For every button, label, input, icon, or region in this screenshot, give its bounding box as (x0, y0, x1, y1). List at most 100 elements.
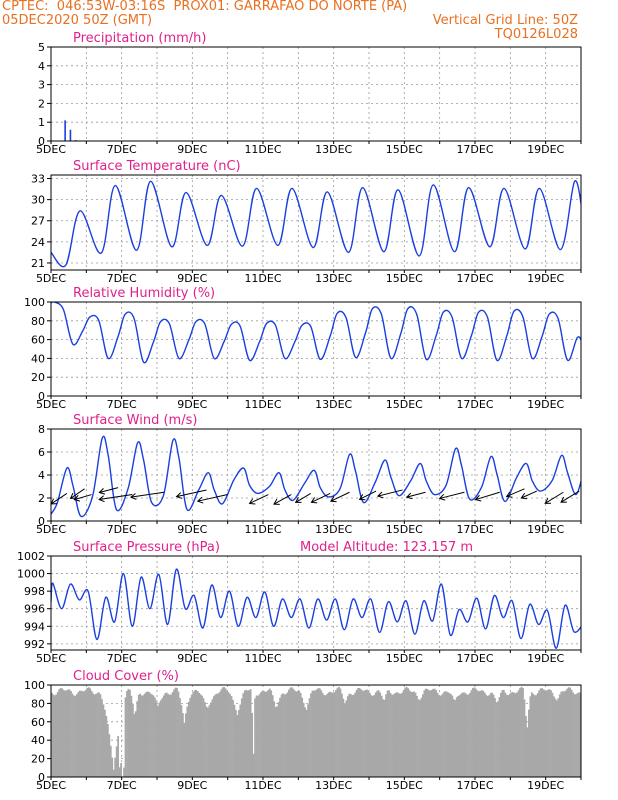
frame-0 (50, 46, 582, 142)
cloud-bar-33 (99, 694, 102, 777)
cloud-bar-153 (276, 706, 279, 777)
wind-arrow-19 (520, 490, 538, 500)
grid-1 (51, 175, 581, 270)
cloud-bar-4 (56, 691, 59, 777)
cloud-bar-321 (523, 699, 526, 777)
cloud-bar-150 (271, 695, 274, 777)
cloud-bar-200 (345, 700, 348, 777)
ytick-label-5-5: 100 (24, 679, 45, 692)
cloud-bar-127 (237, 710, 240, 777)
cloud-bar-279 (461, 692, 464, 777)
cloud-bar-82 (171, 692, 174, 777)
ytick-label-4-0: 992 (24, 638, 45, 651)
cloud-bar-75 (161, 698, 164, 777)
cloud-bar-250 (419, 700, 421, 777)
cloud-bar-237 (399, 693, 402, 777)
ytick-label-4-1: 994 (24, 620, 45, 633)
cloud-bar-222 (377, 690, 380, 777)
cloud-bar-39 (108, 734, 111, 777)
xtick-label-2-5: 15DEC (386, 398, 423, 411)
cloud-bar-129 (240, 698, 243, 777)
cloud-bar-99 (196, 690, 199, 777)
cloud-bar-133 (246, 690, 249, 777)
cloud-bar-95 (190, 694, 193, 777)
cloud-bar-72 (157, 706, 159, 777)
cloud-bar-293 (482, 690, 485, 777)
cloud-bar-97 (193, 690, 196, 777)
cloud-bar-224 (380, 695, 383, 777)
cloud-bar-278 (460, 693, 463, 777)
cloud-bar-124 (233, 704, 236, 777)
cloud-bar-84 (174, 687, 177, 777)
ytick-label-2-4: 80 (31, 315, 45, 328)
cloud-bar-137 (252, 753, 255, 777)
cloud-bar-183 (320, 690, 323, 777)
cloud-bar-242 (407, 688, 410, 777)
cloud-bar-276 (457, 695, 460, 777)
cloud-bar-166 (295, 691, 298, 777)
cloud-bar-197 (341, 693, 343, 777)
cloud-bar-46 (118, 767, 121, 777)
cloud-bar-274 (454, 700, 457, 777)
xtick-label-3-6: 17DEC (456, 523, 493, 536)
panel-5: 0 20 40 60 80 100 5DEC 7DEC 9DEC 11DEC 13DEC 15DEC 1… (24, 669, 582, 792)
cloud-bar-35 (102, 704, 105, 777)
xtick-label-1-1: 7DEC (107, 272, 137, 285)
frame-2 (50, 301, 582, 397)
cloud-bar-11 (67, 689, 69, 777)
cloud-bar-301 (494, 698, 496, 777)
cloud-bar-221 (376, 690, 379, 777)
cloud-bar-73 (158, 702, 161, 777)
cloud-bar-334 (542, 689, 545, 777)
cloud-bar-78 (165, 692, 168, 777)
cloud-bar-229 (388, 690, 390, 777)
cloud-bar-132 (245, 689, 248, 777)
cloud-bar-69 (152, 695, 155, 777)
panel-0: 0 1 2 3 4 5 5DEC 7DEC 9DEC 11DEC 13DEC 15DEC 17DEC 19… (36, 31, 582, 156)
cloud-bar-121 (229, 693, 231, 777)
cloud-bar-255 (426, 688, 429, 777)
ytick-label-5-0: 0 (38, 771, 45, 784)
cloud-bar-303 (497, 701, 499, 777)
ytick-label-4-5: 1002 (17, 550, 45, 563)
cloud-bar-49 (123, 767, 125, 777)
cloud-bar-212 (363, 690, 365, 777)
cloud-bar-122 (230, 696, 233, 777)
series-3 (51, 435, 581, 518)
wind-arrow-9 (273, 494, 292, 505)
ytick-label-4-2: 996 (24, 603, 45, 616)
xtick-label-4-6: 17DEC (456, 652, 493, 665)
wind-arrow-5 (129, 491, 165, 500)
cloud-bar-81 (170, 694, 173, 777)
xtick-label-1-7: 19DEC (527, 272, 564, 285)
cloud-bar-1 (52, 694, 55, 777)
cloud-bar-246 (413, 691, 415, 777)
cloud-bar-216 (369, 692, 371, 777)
cloud-bar-355 (573, 694, 576, 777)
cloud-bar-335 (544, 690, 546, 777)
cloud-bar-126 (236, 715, 239, 777)
cloud-bar-350 (566, 688, 569, 777)
wind-arrow-7 (196, 494, 228, 504)
cloud-bar-332 (539, 688, 542, 777)
cloud-bar-165 (293, 690, 296, 777)
series-5 (51, 686, 581, 777)
cloud-bar-314 (513, 692, 516, 777)
cloud-bar-27 (90, 690, 93, 777)
cloud-bar-348 (563, 691, 566, 777)
cloud-bar-123 (232, 699, 234, 777)
cloud-bar-268 (445, 691, 448, 777)
cloud-bar-308 (504, 692, 507, 777)
cloud-bar-146 (265, 691, 268, 777)
cloud-bar-233 (394, 693, 396, 777)
cloud-bar-244 (410, 691, 412, 777)
cloud-bar-76 (162, 695, 165, 777)
cloud-bar-190 (330, 692, 333, 777)
cloud-bar-57 (134, 711, 137, 777)
panel-title-3: Surface Wind (m/s) (73, 413, 197, 428)
cloud-bar-134 (248, 690, 251, 777)
cloud-bar-89 (182, 713, 184, 777)
cloud-bar-307 (502, 690, 505, 777)
xtick-label-5-1: 7DEC (107, 779, 137, 792)
wind-arrow-11 (310, 492, 331, 504)
